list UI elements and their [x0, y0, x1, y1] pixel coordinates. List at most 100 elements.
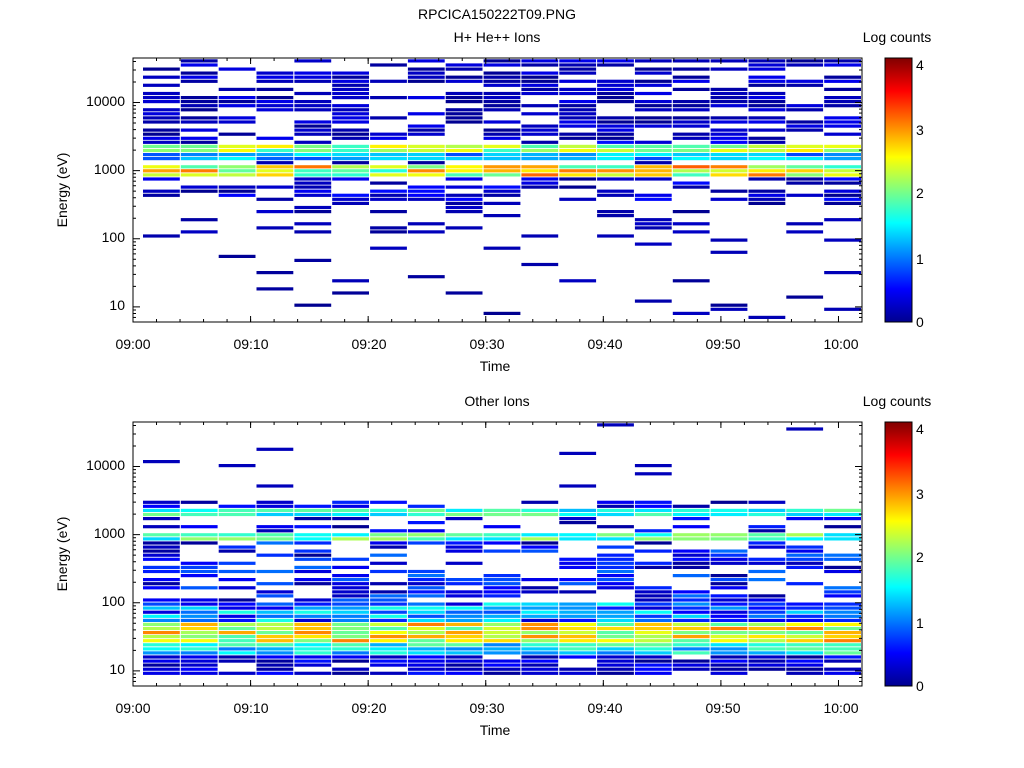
- heatmap-cell: [710, 533, 748, 537]
- heatmap-cell: [332, 197, 369, 201]
- heatmap-cell: [786, 79, 824, 83]
- heatmap-cell: [748, 594, 786, 598]
- heatmap-cell: [521, 614, 559, 618]
- heatmap-cell: [294, 643, 332, 647]
- heatmap-cell: [559, 116, 597, 120]
- heatmap-cell: [634, 472, 672, 476]
- heatmap-cell: [180, 79, 218, 83]
- heatmap-cell: [332, 279, 369, 283]
- heatmap-cell: [332, 557, 369, 561]
- heatmap-cell: [370, 246, 407, 250]
- heatmap-cell: [559, 169, 597, 173]
- heatmap-cell: [483, 153, 521, 157]
- heatmap-cell: [786, 639, 824, 643]
- heatmap-cell: [143, 626, 180, 631]
- heatmap-cell: [370, 602, 407, 606]
- heatmap-cell: [824, 193, 861, 197]
- heatmap-cell: [483, 635, 521, 639]
- heatmap-cell: [180, 144, 218, 148]
- heatmap-cell: [672, 610, 710, 614]
- heatmap-cell: [483, 594, 521, 598]
- heatmap-cell: [180, 500, 218, 504]
- heatmap-cell: [521, 112, 559, 116]
- heatmap-cell: [180, 512, 218, 517]
- heatmap-cell: [483, 79, 521, 83]
- heatmap-cell: [218, 647, 256, 651]
- heatmap-cell: [824, 614, 861, 618]
- heatmap-cell: [143, 128, 180, 132]
- heatmap-cell: [445, 643, 483, 647]
- heatmap-cell: [521, 500, 559, 504]
- heatmap-cell: [218, 549, 256, 553]
- heatmap-cell: [143, 639, 180, 643]
- heatmap-cell: [634, 173, 672, 177]
- heatmap-cell: [824, 189, 861, 193]
- heatmap-cell: [710, 250, 748, 254]
- heatmap-cell: [521, 75, 559, 79]
- heatmap-cell: [748, 100, 786, 104]
- heatmap-cell: [521, 541, 559, 545]
- heatmap-cell: [445, 561, 483, 565]
- heatmap-cell: [672, 565, 710, 569]
- heatmap-cell: [672, 598, 710, 602]
- heatmap-cell: [332, 647, 369, 651]
- heatmap-cell: [294, 79, 332, 83]
- heatmap-cell: [256, 525, 294, 529]
- heatmap-cell: [559, 521, 597, 525]
- heatmap-cell: [256, 651, 294, 655]
- heatmap-cell: [748, 197, 786, 201]
- heatmap-cell: [597, 189, 634, 193]
- heatmap-cell: [672, 659, 710, 663]
- heatmap-cell: [407, 173, 445, 177]
- heatmap-cell: [218, 504, 256, 508]
- heatmap-cell: [710, 67, 748, 71]
- heatmap-cell: [445, 517, 483, 521]
- heatmap-cell: [710, 116, 748, 120]
- heatmap-cell: [786, 622, 824, 626]
- heatmap-cell: [483, 157, 521, 161]
- heatmap-cell: [559, 635, 597, 639]
- heatmap-cell: [824, 169, 861, 173]
- colorbar: Log counts 0 1 2 3 4: [863, 393, 932, 694]
- heatmap-cell: [786, 144, 824, 148]
- heatmap-cell: [483, 606, 521, 610]
- heatmap-cell: [634, 626, 672, 631]
- heatmap-cell: [143, 120, 180, 124]
- heatmap-cell: [143, 500, 180, 504]
- heatmap-cell: [218, 96, 256, 100]
- x-tick-labels: 09:00 09:10 09:20 09:30 09:40 09:50 10:0…: [115, 336, 858, 352]
- heatmap-cell: [332, 655, 369, 659]
- heatmap-cell: [407, 529, 445, 533]
- heatmap-cell: [786, 533, 824, 537]
- heatmap-cell: [445, 120, 483, 124]
- heatmap-cell: [559, 451, 597, 455]
- heatmap-cell: [218, 464, 256, 468]
- heatmap-cell: [180, 157, 218, 161]
- heatmap-cell: [256, 643, 294, 647]
- heatmap-cell: [218, 598, 256, 602]
- heatmap-cell: [445, 578, 483, 582]
- heatmap-cell: [445, 173, 483, 177]
- heatmap-cell: [256, 639, 294, 643]
- heatmap-cell: [445, 610, 483, 614]
- heatmap-cell: [786, 181, 824, 185]
- heatmap-cell: [672, 590, 710, 594]
- heatmap-cell: [597, 128, 634, 132]
- heatmap-cell: [143, 144, 180, 148]
- heatmap-cell: [559, 643, 597, 647]
- heatmap-cell: [521, 262, 559, 267]
- heatmap-cell: [256, 108, 294, 112]
- heatmap-cell: [634, 91, 672, 96]
- heatmap-cell: [332, 631, 369, 635]
- heatmap-cell: [748, 116, 786, 120]
- heatmap-cell: [256, 157, 294, 161]
- heatmap-cell: [407, 71, 445, 75]
- heatmap-cell: [786, 606, 824, 610]
- heatmap-cell: [559, 124, 597, 128]
- heatmap-cell: [710, 153, 748, 157]
- colorbar-label: Log counts: [863, 393, 932, 409]
- heatmap-cell: [256, 618, 294, 622]
- heatmap-cell: [294, 124, 332, 128]
- heatmap-cell: [786, 124, 824, 128]
- heatmap-cell: [748, 108, 786, 112]
